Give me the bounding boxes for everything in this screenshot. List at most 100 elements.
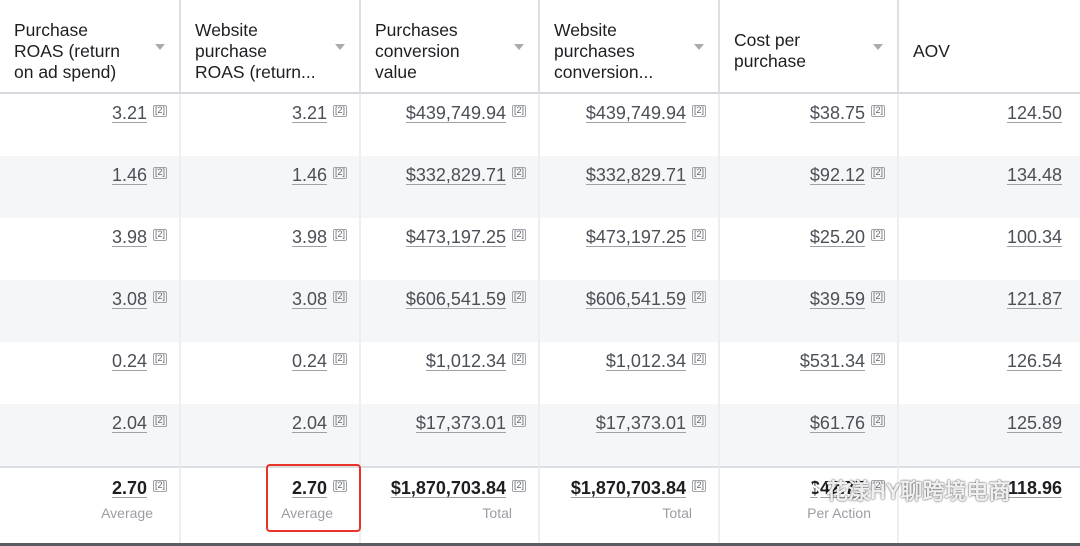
info-icon[interactable]: [2] (870, 353, 885, 365)
cell-value[interactable]: 121.87 (1006, 289, 1062, 309)
summary-value[interactable]: $42.77 (809, 478, 865, 498)
cell-value[interactable]: 100.34 (1006, 227, 1062, 247)
table-cell[interactable]: $473,197.25 [2] (361, 218, 540, 280)
table-cell[interactable]: $92.12 [2] (720, 156, 899, 218)
info-icon[interactable]: [2] (691, 415, 706, 427)
cell-value[interactable]: $439,749.94 (405, 103, 506, 123)
cell-value[interactable]: 0.24 (291, 351, 327, 371)
table-cell[interactable]: $25.20 [2] (720, 218, 899, 280)
info-icon[interactable]: [2] (332, 167, 347, 179)
sort-dropdown-icon[interactable] (155, 44, 165, 50)
info-icon[interactable]: [2] (870, 167, 885, 179)
cell-value[interactable]: $332,829.71 (405, 165, 506, 185)
table-cell[interactable]: $606,541.59 [2] (361, 280, 540, 342)
summary-value[interactable]: $1,870,703.84 (570, 478, 686, 498)
info-icon[interactable]: [2] (152, 480, 167, 492)
info-icon[interactable]: [2] (511, 480, 526, 492)
cell-value[interactable]: 1.46 (111, 165, 147, 185)
cell-value[interactable]: $1,012.34 (605, 351, 686, 371)
table-cell[interactable]: $17,373.01 [2] (361, 404, 540, 466)
info-icon[interactable]: [2] (332, 105, 347, 117)
info-icon[interactable]: [2] (870, 480, 885, 492)
summary-value[interactable]: 2.70 (291, 478, 327, 498)
table-cell[interactable]: 134.48 (899, 156, 1080, 218)
table-cell[interactable]: 1.46 [2] (0, 156, 181, 218)
cell-value[interactable]: 3.98 (111, 227, 147, 247)
table-cell[interactable]: 125.89 (899, 404, 1080, 466)
sort-dropdown-icon[interactable] (335, 44, 345, 50)
table-cell[interactable]: $606,541.59 [2] (540, 280, 720, 342)
cell-value[interactable]: 134.48 (1006, 165, 1062, 185)
table-cell[interactable]: 124.50 (899, 94, 1080, 156)
table-cell[interactable]: 3.08 [2] (181, 280, 361, 342)
cell-value[interactable]: $531.34 (799, 351, 865, 371)
cell-value[interactable]: 3.08 (111, 289, 147, 309)
info-icon[interactable]: [2] (691, 105, 706, 117)
cell-value[interactable]: $473,197.25 (585, 227, 686, 247)
info-icon[interactable]: [2] (511, 167, 526, 179)
cell-value[interactable]: 2.04 (111, 413, 147, 433)
info-icon[interactable]: [2] (691, 167, 706, 179)
info-icon[interactable]: [2] (870, 229, 885, 241)
table-cell[interactable]: $531.34 [2] (720, 342, 899, 404)
column-header-cost-per-purchase[interactable]: Cost per purchase (720, 0, 899, 94)
table-cell[interactable]: 3.08 [2] (0, 280, 181, 342)
table-cell[interactable]: $17,373.01 [2] (540, 404, 720, 466)
table-cell[interactable]: 126.54 (899, 342, 1080, 404)
table-cell[interactable]: 1.46 [2] (181, 156, 361, 218)
cell-value[interactable]: $39.59 (809, 289, 865, 309)
sort-dropdown-icon[interactable] (514, 44, 524, 50)
cell-value[interactable]: $92.12 (809, 165, 865, 185)
info-icon[interactable]: [2] (152, 415, 167, 427)
table-cell[interactable]: $332,829.71 [2] (361, 156, 540, 218)
table-cell[interactable]: $332,829.71 [2] (540, 156, 720, 218)
table-cell[interactable]: 3.21 [2] (181, 94, 361, 156)
info-icon[interactable]: [2] (691, 229, 706, 241)
info-icon[interactable]: [2] (152, 353, 167, 365)
table-cell[interactable]: $61.76 [2] (720, 404, 899, 466)
cell-value[interactable]: $473,197.25 (405, 227, 506, 247)
column-header-website-purchase-roas[interactable]: Website purchase ROAS (return... (181, 0, 361, 94)
info-icon[interactable]: [2] (152, 167, 167, 179)
info-icon[interactable]: [2] (332, 229, 347, 241)
table-cell[interactable]: 0.24 [2] (181, 342, 361, 404)
cell-value[interactable]: 3.21 (111, 103, 147, 123)
table-cell[interactable]: $38.75 [2] (720, 94, 899, 156)
cell-value[interactable]: $606,541.59 (405, 289, 506, 309)
cell-value[interactable]: 2.04 (291, 413, 327, 433)
cell-value[interactable]: $606,541.59 (585, 289, 686, 309)
cell-value[interactable]: 126.54 (1006, 351, 1062, 371)
info-icon[interactable]: [2] (332, 415, 347, 427)
cell-value[interactable]: 3.21 (291, 103, 327, 123)
table-cell[interactable]: $439,749.94 [2] (361, 94, 540, 156)
info-icon[interactable]: [2] (511, 415, 526, 427)
table-cell[interactable]: 3.98 [2] (0, 218, 181, 280)
table-cell[interactable]: $39.59 [2] (720, 280, 899, 342)
cell-value[interactable]: 3.98 (291, 227, 327, 247)
cell-value[interactable]: 124.50 (1006, 103, 1062, 123)
info-icon[interactable]: [2] (870, 291, 885, 303)
info-icon[interactable]: [2] (511, 291, 526, 303)
info-icon[interactable]: [2] (511, 353, 526, 365)
cell-value[interactable]: $332,829.71 (585, 165, 686, 185)
info-icon[interactable]: [2] (332, 291, 347, 303)
table-cell[interactable]: $1,012.34 [2] (361, 342, 540, 404)
info-icon[interactable]: [2] (691, 353, 706, 365)
summary-value[interactable]: 118.96 (1007, 478, 1062, 498)
info-icon[interactable]: [2] (870, 105, 885, 117)
column-header-purchase-roas[interactable]: Purchase ROAS (return on ad spend) (0, 0, 181, 94)
info-icon[interactable]: [2] (511, 105, 526, 117)
info-icon[interactable]: [2] (152, 229, 167, 241)
cell-value[interactable]: 3.08 (291, 289, 327, 309)
cell-value[interactable]: $1,012.34 (425, 351, 506, 371)
cell-value[interactable]: 0.24 (111, 351, 147, 371)
info-icon[interactable]: [2] (691, 480, 706, 492)
cell-value[interactable]: 125.89 (1006, 413, 1062, 433)
summary-value[interactable]: 2.70 (111, 478, 147, 498)
table-cell[interactable]: $439,749.94 [2] (540, 94, 720, 156)
table-cell[interactable]: 3.98 [2] (181, 218, 361, 280)
table-cell[interactable]: 0.24 [2] (0, 342, 181, 404)
info-icon[interactable]: [2] (870, 415, 885, 427)
summary-value[interactable]: $1,870,703.84 (390, 478, 506, 498)
info-icon[interactable]: [2] (332, 353, 347, 365)
